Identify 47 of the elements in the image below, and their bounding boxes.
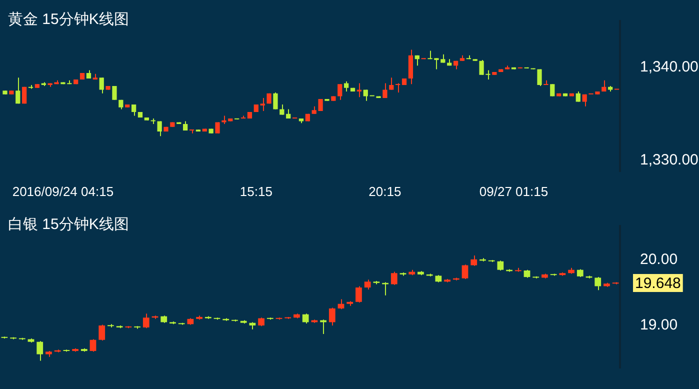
- y-tick-label: 1,330.00: [640, 151, 698, 168]
- y-tick-label: 1,340.00: [640, 58, 698, 76]
- candlestick: [389, 77, 394, 90]
- candlestick: [537, 68, 542, 86]
- candlestick: [215, 122, 220, 134]
- x-tick-label: 09/27 01:15: [479, 184, 548, 199]
- candlestick: [36, 340, 44, 362]
- chart-title: 白银 15分钟K线图: [8, 216, 129, 234]
- candlestick: [408, 49, 414, 85]
- candlestick: [302, 313, 309, 324]
- x-tick-label: 15:15: [240, 184, 272, 199]
- candlestick: [497, 260, 504, 271]
- candlestick: [328, 307, 336, 326]
- candlestick: [112, 85, 117, 100]
- candlestick: [99, 77, 104, 94]
- y-tick-label: 20.00: [640, 251, 678, 268]
- candlestick: [576, 91, 580, 102]
- candlestick: [260, 98, 265, 112]
- candlestick: [98, 324, 106, 342]
- candlestick: [131, 104, 136, 116]
- candlestick: [90, 338, 96, 352]
- candlestick: [157, 120, 162, 137]
- x-tick-label: 2016/09/24 04:15: [12, 184, 114, 199]
- candlestick: [273, 92, 278, 110]
- x-tick-label: 20:15: [368, 184, 402, 199]
- candlestick: [16, 77, 20, 104]
- candlestick: [338, 298, 344, 310]
- candlestick: [356, 82, 362, 98]
- chart-title: 黄金 15分钟K线图: [8, 11, 129, 28]
- candlestick: [364, 279, 371, 290]
- candlestick: [582, 94, 587, 107]
- candlestick: [382, 82, 388, 99]
- candlestick: [320, 319, 326, 334]
- candlestick: [396, 82, 400, 93]
- text: 19.648: [635, 275, 681, 292]
- candlestick: [462, 264, 468, 280]
- y-tick-label: 19.00: [640, 316, 678, 334]
- candlestick: [344, 80, 349, 92]
- candlestick: [594, 276, 602, 291]
- candlestick: [470, 254, 478, 266]
- candlestick: [390, 271, 398, 286]
- candlestick: [550, 84, 555, 97]
- candlestick: [280, 104, 284, 116]
- candlestick: [142, 313, 150, 329]
- candlestick: [286, 108, 291, 119]
- candlestick: [356, 286, 362, 304]
- candlestick: [338, 84, 342, 100]
